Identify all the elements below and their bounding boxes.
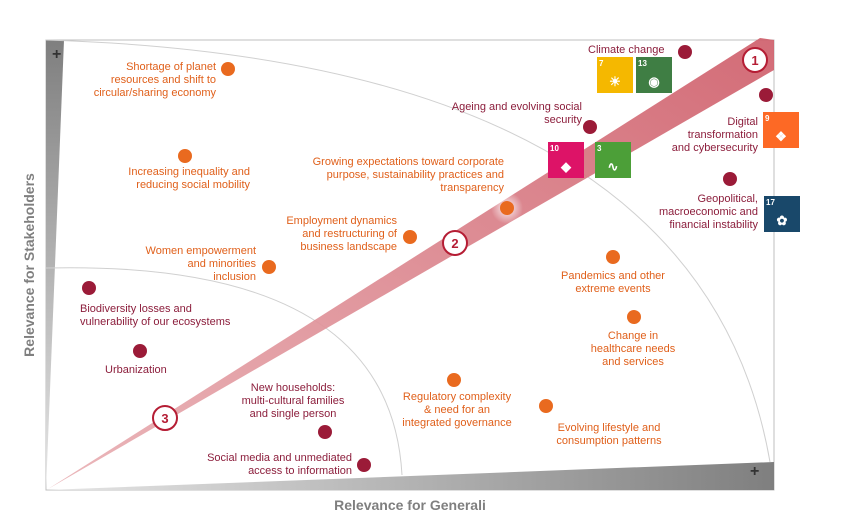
- sdg-10-number: 10: [550, 144, 559, 153]
- zone-marker-circle: [742, 47, 768, 73]
- sdg-13-icon: 13 ◉: [636, 57, 672, 93]
- zone-marker-number: 2: [451, 236, 458, 251]
- dot-shortage: [221, 62, 235, 76]
- label-regulatory: Regulatory complexity & need for an inte…: [402, 391, 512, 429]
- label-climate-change: Climate change: [588, 44, 665, 56]
- dot-digital: [759, 88, 773, 102]
- zone-marker-1: 1: [742, 47, 768, 73]
- zone-marker-circle: [442, 230, 468, 256]
- y-axis-wedge: [46, 40, 64, 490]
- sdg-9-glyph: ❖: [775, 129, 787, 144]
- label-digital: Digital transformation and cybersecurity: [671, 116, 758, 154]
- sdg-3-icon: 3 ∿: [595, 142, 631, 178]
- y-axis-label: Relevance for Stakeholders: [14, 40, 44, 490]
- sdg-9-icon: 9 ❖: [763, 112, 799, 148]
- dot-biodiversity: [82, 281, 96, 295]
- zone-boundary-inner: [45, 267, 403, 476]
- dot-urbanization: [133, 344, 147, 358]
- zone-marker-3: 3: [152, 405, 178, 431]
- dot-socialmedia: [357, 458, 371, 472]
- x-axis-label: Relevance for Generali: [334, 497, 486, 513]
- label-women: Women empowerment and minorities inclusi…: [145, 245, 256, 283]
- zone-marker-2: 2: [442, 230, 468, 256]
- sdg-17-icon: 17 ✿: [764, 196, 800, 232]
- label-pandemics: Pandemics and other extreme events: [561, 270, 665, 295]
- label-healthcare: Change in healthcare needs and services: [590, 330, 676, 368]
- dot-households: [318, 425, 332, 439]
- dot-corporate: [500, 201, 514, 215]
- label-households: New households: multi-cultural families …: [241, 382, 345, 420]
- dot-lifestyle: [539, 399, 553, 413]
- y-axis-label-text: Relevance for Stakeholders: [21, 173, 38, 357]
- dot-regulatory: [447, 373, 461, 387]
- label-social-media: Social media and unmediated access to in…: [207, 452, 352, 477]
- x-axis-wedge: [46, 462, 774, 490]
- zone-marker-circle: [152, 405, 178, 431]
- label-biodiversity: Biodiversity losses and vulnerability of…: [80, 303, 231, 328]
- sdg-13-glyph: ◉: [648, 74, 660, 89]
- label-inequality: Increasing inequality and reducing socia…: [128, 166, 250, 191]
- priority-band: [48, 38, 774, 489]
- label-ageing: Ageing and evolving social security: [451, 101, 582, 126]
- dot-healthcare: [627, 310, 641, 324]
- sdg-10-glyph: ◆: [561, 159, 571, 174]
- topic-dots: [82, 45, 773, 472]
- zone-markers: 1 2 3: [152, 47, 768, 431]
- sdg-13-number: 13: [638, 59, 647, 68]
- dot-inequality: [178, 149, 192, 163]
- dot-pandemics: [606, 250, 620, 264]
- zone-marker-number: 3: [161, 411, 168, 426]
- label-urbanization: Urbanization: [105, 364, 167, 376]
- x-axis-plus: +: [750, 463, 760, 480]
- sdg-7-number: 7: [599, 59, 604, 68]
- sdg-10-icon: 10 ◆: [548, 142, 584, 178]
- dot-climate: [678, 45, 692, 59]
- label-shortage: Shortage of planet resources and shift t…: [93, 61, 216, 99]
- sdg-7-glyph: ☀: [609, 74, 621, 89]
- zone-marker-number: 1: [751, 53, 758, 68]
- sdg-7-icon: 7 ☀: [597, 57, 633, 93]
- sdg-3-number: 3: [597, 144, 602, 153]
- sdg-17-glyph: ✿: [776, 213, 788, 228]
- sdg-17-number: 17: [766, 198, 775, 207]
- dot-employment: [403, 230, 417, 244]
- dot-women: [262, 260, 276, 274]
- label-corporate-purpose: Growing expectations toward corporate pu…: [312, 156, 504, 194]
- label-geopolitical: Geopolitical, macroeconomic and financia…: [658, 193, 758, 231]
- label-employment: Employment dynamics and restructuring of…: [286, 215, 397, 253]
- sdg-3-glyph: ∿: [607, 159, 619, 174]
- y-axis-plus: +: [52, 46, 62, 63]
- dot-ageing: [583, 120, 597, 134]
- label-lifestyle: Evolving lifestyle and consumption patte…: [556, 422, 662, 447]
- sdg-9-number: 9: [765, 114, 770, 123]
- dot-geopolitical: [723, 172, 737, 186]
